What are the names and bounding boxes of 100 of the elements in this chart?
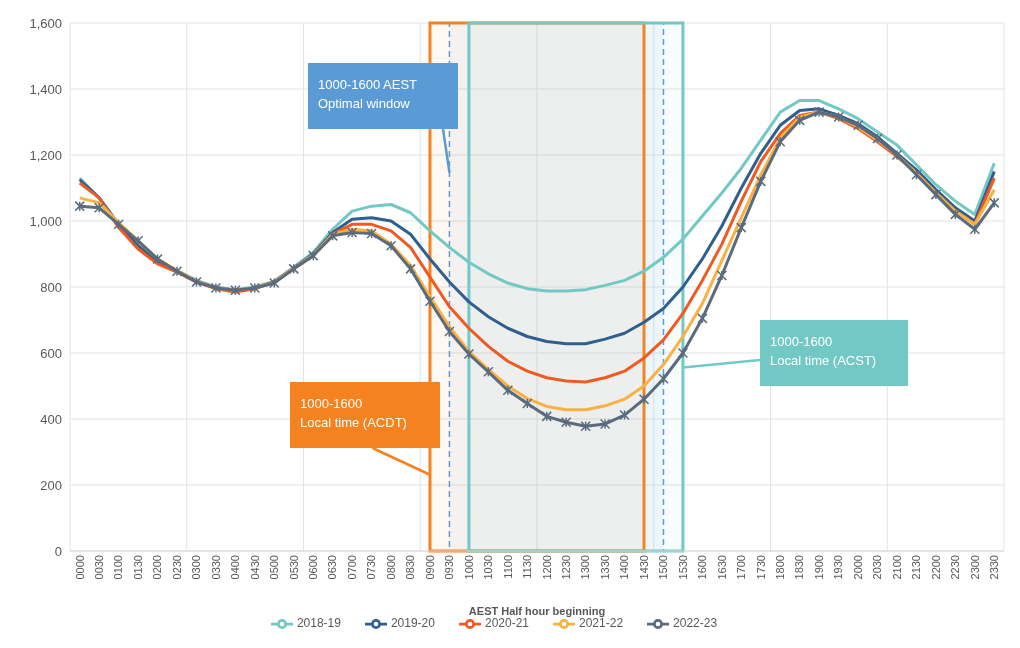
point xyxy=(385,240,397,251)
point xyxy=(950,209,961,220)
point xyxy=(405,263,416,275)
x-tick-label: 1530 xyxy=(676,555,689,580)
point xyxy=(560,417,572,428)
x-tick-label: 0500 xyxy=(268,555,281,580)
point xyxy=(638,393,650,405)
point xyxy=(813,106,825,118)
x-tick-label: 0830 xyxy=(404,555,417,580)
x-tick-label: 0330 xyxy=(209,555,222,580)
x-tick-label: 0630 xyxy=(326,555,339,580)
x-tick-label: 1030 xyxy=(482,555,495,580)
point xyxy=(483,366,494,378)
x-tick-label: 1430 xyxy=(637,555,650,580)
x-tick-label: 1600 xyxy=(696,555,709,580)
point xyxy=(989,197,1000,209)
y-tick-label: 600 xyxy=(40,345,62,361)
x-tick-label: 1900 xyxy=(812,555,825,580)
x-tick-label: 0000 xyxy=(73,555,86,580)
x-tick-label: 1130 xyxy=(521,555,534,579)
point xyxy=(230,285,241,296)
x-tick-label: 0200 xyxy=(151,555,164,580)
x-axis-title: AEST Half hour beginning xyxy=(468,605,606,617)
x-tick-label: 2330 xyxy=(988,555,1001,580)
x-tick-label: 1400 xyxy=(618,555,631,580)
point xyxy=(424,295,436,307)
callout-box: 1000-1600 Local time (ACDT) xyxy=(290,382,440,448)
x-tick-label: 0300 xyxy=(190,555,203,580)
x-tick-label: 2200 xyxy=(929,555,942,580)
point xyxy=(522,398,533,409)
point xyxy=(93,202,105,214)
point xyxy=(658,373,669,384)
x-tick-label: 0100 xyxy=(112,555,125,580)
point xyxy=(74,200,85,212)
y-tick-label: 200 xyxy=(40,477,62,493)
point xyxy=(774,136,786,148)
x-tick-label: 0730 xyxy=(365,555,378,580)
x-tick-label: 0930 xyxy=(443,555,456,580)
x-tick-label: 1800 xyxy=(774,555,787,580)
x-tick-label: 1730 xyxy=(754,555,767,580)
point xyxy=(697,313,708,324)
legend-label: 2019-20 xyxy=(390,616,435,631)
band-label: 1000-1600 Local time (ACST) xyxy=(770,333,878,370)
y-tick-label: 1,000 xyxy=(29,213,62,229)
point xyxy=(288,263,300,275)
x-tick-label: 0230 xyxy=(170,555,183,580)
point xyxy=(152,253,163,265)
band-label: 1000-1600 Local time (ACDT) xyxy=(300,395,408,432)
legend-label: 2022-23 xyxy=(673,616,718,631)
x-tick-label: 1830 xyxy=(793,555,806,580)
x-tick-label: 0600 xyxy=(307,555,320,580)
x-tick-label: 1100 xyxy=(501,555,514,579)
legend-label: 2020-21 xyxy=(484,616,530,631)
y-tick-label: 400 xyxy=(40,411,62,427)
point xyxy=(833,111,844,123)
callout-box: 1000-1600 Local time (ACST) xyxy=(760,320,908,386)
y-tick-label: 800 xyxy=(40,279,62,295)
point xyxy=(969,224,981,235)
y-tick-label: 1,600 xyxy=(29,15,62,31)
point xyxy=(327,230,338,242)
x-tick-label: 2230 xyxy=(949,555,962,580)
x-tick-label: 2300 xyxy=(968,555,981,580)
x-tick-label: 1200 xyxy=(540,555,553,580)
x-tick-label: 1230 xyxy=(560,555,572,580)
y-tick-label: 1,200 xyxy=(29,147,62,163)
x-tick-label: 0430 xyxy=(248,555,261,580)
y-tick-label: 1,400 xyxy=(29,81,62,97)
point xyxy=(755,176,767,187)
point xyxy=(346,227,358,238)
point xyxy=(580,421,591,432)
point xyxy=(113,219,124,230)
point xyxy=(677,347,689,359)
point xyxy=(249,282,261,294)
point xyxy=(736,222,747,233)
point xyxy=(191,276,202,288)
point xyxy=(794,115,805,126)
point xyxy=(599,418,611,430)
x-tick-label: 0900 xyxy=(423,555,436,580)
point xyxy=(872,133,883,144)
legend-label: 2018-19 xyxy=(296,616,341,631)
x-tick-label: 0400 xyxy=(229,555,242,580)
point xyxy=(502,385,514,396)
callout-box: 1000-1600 AEST Optimal window xyxy=(308,63,458,129)
band-label: 1000-1600 AEST Optimal window xyxy=(318,76,419,113)
legend-label: 2021-22 xyxy=(579,616,624,631)
x-tick-label: 0030 xyxy=(93,555,105,580)
y-tick-label: 0 xyxy=(54,543,62,559)
x-tick-label: 1630 xyxy=(715,555,728,580)
point xyxy=(366,228,377,239)
x-tick-label: 1700 xyxy=(735,555,748,580)
point xyxy=(210,282,222,294)
point xyxy=(444,326,455,337)
point xyxy=(716,270,728,281)
x-tick-label: 2000 xyxy=(851,555,864,580)
x-tick-label: 1930 xyxy=(832,555,845,580)
point xyxy=(619,409,630,421)
x-tick-label: 2130 xyxy=(910,555,923,580)
point xyxy=(269,277,280,289)
x-tick-label: 0700 xyxy=(345,555,358,580)
x-tick-label: 0530 xyxy=(287,555,300,580)
